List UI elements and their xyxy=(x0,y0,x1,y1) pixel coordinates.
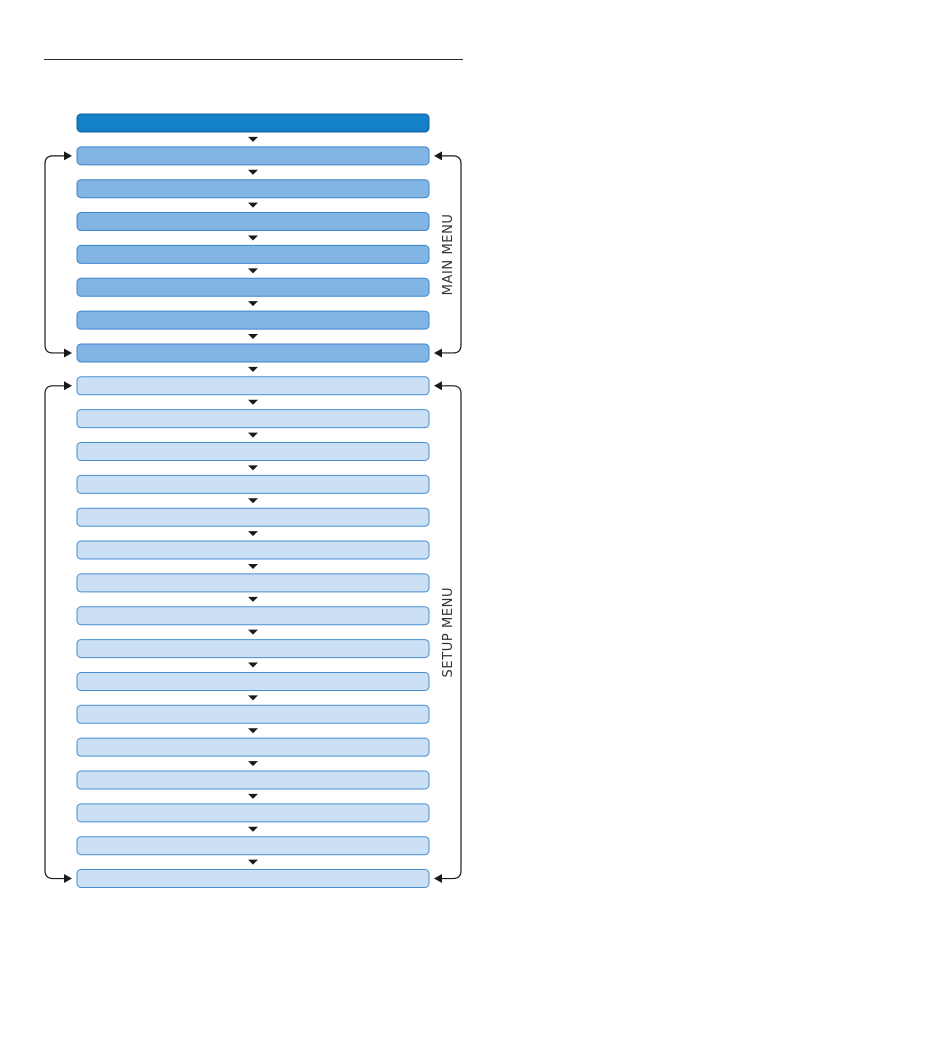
down-arrow-icon xyxy=(248,399,258,405)
down-arrow-icon xyxy=(248,596,258,602)
down-arrow-icon xyxy=(248,563,258,569)
down-arrow-icon xyxy=(248,662,258,668)
down-arrow-icon xyxy=(248,826,258,832)
setup-menu-item-bar xyxy=(76,671,430,691)
main-left-loop xyxy=(44,155,65,354)
down-arrow-icon xyxy=(248,859,258,865)
setup-menu-item-bar xyxy=(76,836,430,856)
setup-menu-item-bar xyxy=(76,409,430,429)
main-menu-item-bar xyxy=(76,310,430,330)
setup-menu-item-bar xyxy=(76,639,430,659)
arrow-left-icon xyxy=(434,151,442,161)
arrow-right-icon xyxy=(64,381,72,391)
setup-menu-item-bar xyxy=(76,770,430,790)
setup-menu-item-bar xyxy=(76,606,430,626)
setup-menu-item-bar xyxy=(76,869,430,889)
down-arrow-icon xyxy=(248,202,258,208)
main-menu-label: MAIN MENU xyxy=(441,213,456,295)
down-arrow-icon xyxy=(248,169,258,175)
main-menu-item-bar xyxy=(76,212,430,232)
down-arrow-icon xyxy=(248,235,258,241)
main-right-loop xyxy=(441,155,462,354)
section-labels: MAIN MENU SETUP MENU xyxy=(441,213,456,677)
main-menu-item-bar xyxy=(76,179,430,199)
setup-menu-item-bar xyxy=(76,474,430,494)
arrow-right-icon xyxy=(64,348,72,358)
arrow-right-icon xyxy=(64,874,72,884)
down-arrow-icon xyxy=(248,498,258,504)
setup-menu-item-bar xyxy=(76,376,430,396)
down-arrow-icon xyxy=(248,366,258,372)
down-arrow-icon xyxy=(248,793,258,799)
down-arrow-icon xyxy=(248,465,258,471)
arrow-right-icon xyxy=(64,151,72,161)
setup-menu-item-bar xyxy=(76,573,430,593)
setup-menu-item-bar xyxy=(76,737,430,757)
setup-menu-label: SETUP MENU xyxy=(441,587,456,678)
loop-arrows xyxy=(44,151,462,884)
top-rule xyxy=(44,59,463,60)
setup-right-loop xyxy=(441,385,462,880)
setup-menu-item-bar xyxy=(76,704,430,724)
main-menu-item-bar xyxy=(76,244,430,264)
down-arrow-icon xyxy=(248,301,258,307)
main-menu-item-bar xyxy=(76,277,430,297)
setup-menu-item-bar xyxy=(76,540,430,560)
down-arrow-icon xyxy=(248,761,258,767)
header-bar xyxy=(76,113,430,133)
down-arrow-icon xyxy=(248,695,258,701)
arrow-left-icon xyxy=(434,874,442,884)
down-arrows xyxy=(248,136,258,865)
down-arrow-icon xyxy=(248,136,258,142)
setup-menu-item-bar xyxy=(76,803,430,823)
down-arrow-icon xyxy=(248,629,258,635)
down-arrow-icon xyxy=(248,728,258,734)
down-arrow-icon xyxy=(248,531,258,537)
down-arrow-icon xyxy=(248,268,258,274)
main-menu-item-bar xyxy=(76,343,430,363)
setup-menu-item-bar xyxy=(76,442,430,461)
down-arrow-icon xyxy=(248,334,258,340)
menu-bars xyxy=(76,113,430,889)
main-menu-item-bar xyxy=(76,146,430,166)
arrow-left-icon xyxy=(434,381,442,391)
down-arrow-icon xyxy=(248,432,258,438)
arrow-left-icon xyxy=(434,348,442,358)
setup-menu-item-bar xyxy=(76,507,430,527)
setup-left-loop xyxy=(44,385,65,880)
